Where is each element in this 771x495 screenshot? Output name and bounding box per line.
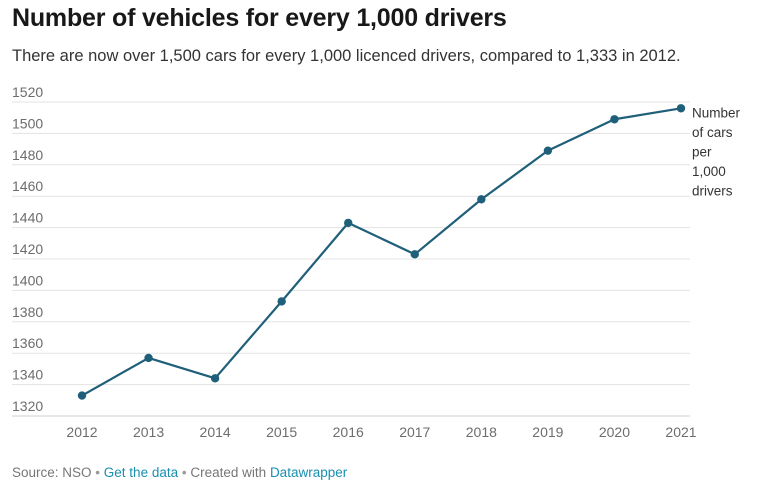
x-tick-label: 2012: [66, 424, 97, 440]
x-tick-label: 2020: [599, 424, 630, 440]
x-tick-label: 2014: [200, 424, 231, 440]
source-text: Source: NSO: [12, 465, 92, 480]
x-tick-label: 2015: [266, 424, 297, 440]
y-tick-label: 1440: [12, 210, 43, 226]
data-point: [610, 115, 619, 124]
data-point: [477, 195, 486, 204]
y-tick-label: 1480: [12, 147, 43, 163]
series-label-line: 1,000: [692, 164, 726, 179]
get-the-data-link[interactable]: Get the data: [103, 465, 179, 480]
footer-separator: •: [95, 465, 101, 480]
footer-separator: •: [181, 465, 187, 480]
x-tick-label: 2018: [466, 424, 497, 440]
y-tick-label: 1460: [12, 178, 43, 194]
footer: Source: NSO • Get the data • Created wit…: [12, 465, 347, 480]
datawrapper-link[interactable]: Datawrapper: [269, 465, 348, 480]
series-label: Number of cars per 1,000 drivers: [692, 105, 741, 198]
data-point: [543, 146, 553, 155]
x-tick-label: 2021: [665, 424, 696, 440]
y-tick-label: 1340: [12, 367, 43, 383]
x-tick-label: 2016: [333, 424, 364, 440]
line-chart: 1320 1340 1360 1380 1400 1420 1440 1460 1480 1500…: [12, 84, 741, 440]
series-label-line: drivers: [692, 183, 733, 198]
data-point: [210, 374, 220, 383]
series-points: [77, 104, 686, 400]
data-point: [277, 297, 286, 306]
x-tick-label: 2019: [532, 424, 563, 440]
data-point: [144, 353, 153, 363]
y-tick-label: 1360: [12, 335, 43, 351]
gridlines: [12, 101, 690, 417]
series-line: [80, 107, 683, 397]
y-tick-label: 1420: [12, 241, 43, 257]
data-point: [410, 250, 419, 259]
y-axis-ticks: 1320 1340 1360 1380 1400 1420 1440 1460 1480 1500…: [12, 84, 43, 414]
series-label-line: per: [692, 144, 712, 159]
series-line-layer: [80, 107, 683, 397]
series-label-line: Number: [692, 105, 741, 120]
y-tick-label: 1320: [12, 398, 43, 414]
y-tick-label: 1380: [12, 304, 43, 320]
series-label-layer: Number of cars per 1,000 drivers: [692, 105, 741, 198]
y-tick-label: 1400: [12, 272, 43, 288]
x-tick-label: 2013: [133, 424, 164, 440]
chart-subtitle: There are now over 1,500 cars for every …: [12, 47, 681, 65]
data-point: [77, 391, 87, 400]
data-point: [676, 104, 686, 113]
x-axis-ticks: 2012 2013 2014 2015 2016 2017 2018 2019 2020 2021: [66, 424, 696, 440]
y-tick-label: 1520: [12, 84, 43, 100]
series-label-line: of cars: [692, 125, 733, 140]
chart-title: Number of vehicles for every 1,000 drive…: [12, 4, 507, 32]
y-tick-label: 1500: [12, 115, 43, 131]
created-with-text: Created with: [190, 465, 267, 480]
data-point: [344, 218, 353, 228]
x-tick-label: 2017: [399, 424, 430, 440]
